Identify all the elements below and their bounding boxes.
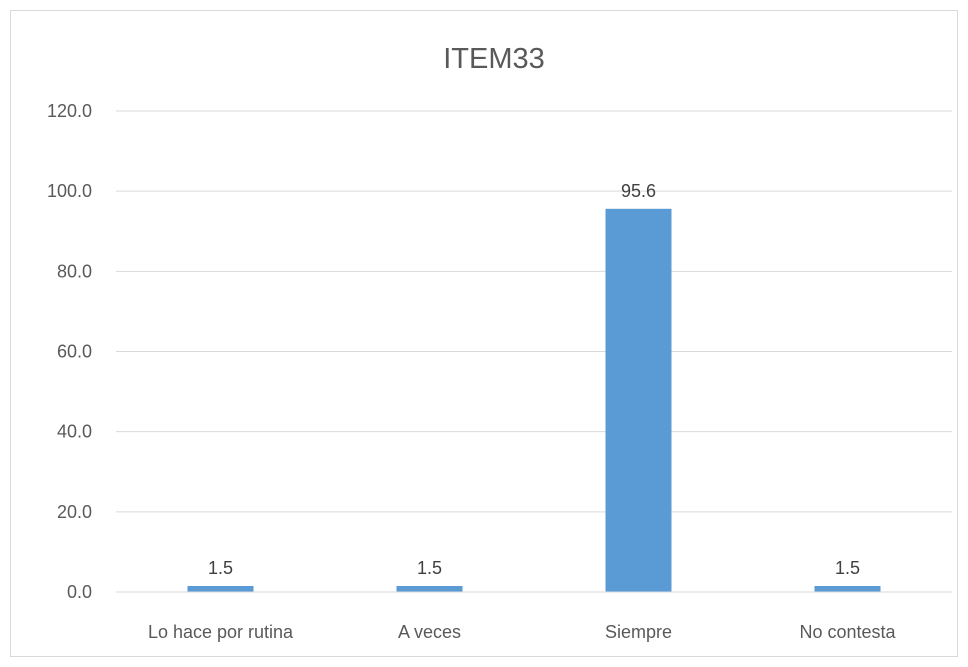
y-tick-label: 120.0 — [47, 101, 92, 121]
x-category-label: A veces — [398, 622, 461, 642]
y-tick-label: 60.0 — [57, 342, 92, 362]
y-tick-label: 0.0 — [67, 582, 92, 602]
labels-layer: 1.5 1.5 95.6 1.5 — [208, 181, 860, 578]
bar — [187, 585, 254, 592]
chart-title: ITEM33 — [443, 43, 545, 75]
bar — [396, 585, 463, 592]
bar — [605, 208, 672, 592]
axis-layer: 0.0 20.0 40.0 60.0 80.0 100.0 120.0 Lo hace por… — [47, 101, 952, 642]
data-label: 1.5 — [208, 558, 233, 578]
y-tick-label: 20.0 — [57, 502, 92, 522]
x-category-label: No contesta — [799, 622, 896, 642]
x-category-label: Lo hace por rutina — [148, 622, 294, 642]
data-label: 1.5 — [417, 558, 442, 578]
chart-frame — [10, 10, 958, 657]
data-label: 95.6 — [621, 181, 656, 201]
data-label: 1.5 — [835, 558, 860, 578]
y-tick-label: 100.0 — [47, 181, 92, 201]
bars-layer — [187, 208, 881, 592]
bar — [814, 585, 881, 592]
x-category-label: Siempre — [605, 622, 672, 642]
y-tick-label: 80.0 — [57, 261, 92, 281]
y-tick-label: 40.0 — [57, 422, 92, 442]
grid-layer — [116, 110, 952, 513]
